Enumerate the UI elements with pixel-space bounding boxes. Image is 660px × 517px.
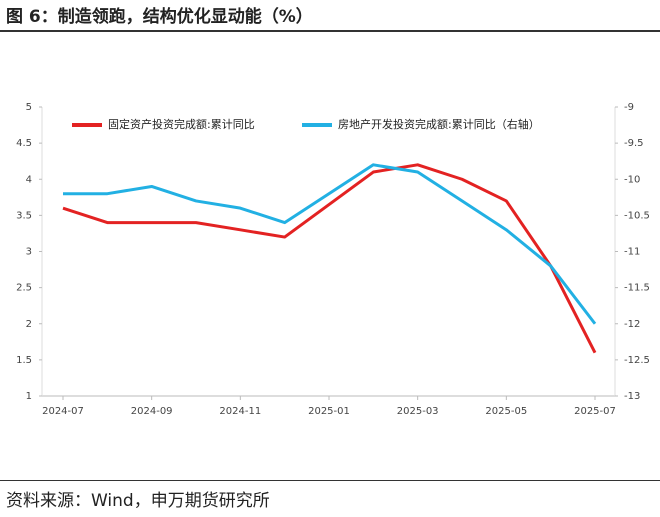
y2-tick-label: -11.5: [624, 283, 650, 294]
figure-title: 图 6：制造领跑，结构优化显动能（%）: [6, 7, 313, 27]
rule: [0, 480, 660, 481]
y-tick-label: 2: [26, 319, 32, 330]
x-tick-label: 2024-09: [131, 406, 173, 417]
x-tick-label: 2025-03: [397, 406, 439, 417]
y-tick-label: 4: [26, 174, 32, 185]
legend-label: 固定资产投资完成额:累计同比: [108, 117, 255, 131]
y-tick-label: 2.5: [16, 283, 32, 294]
series-line: [62, 163, 597, 354]
y-tick-label: 3.5: [16, 210, 32, 221]
rule: [0, 30, 660, 32]
series-line: [63, 163, 597, 325]
x-tick-label: 2024-07: [42, 406, 84, 417]
x-tick-label: 2024-11: [219, 406, 261, 417]
y-tick-label: 5: [26, 102, 32, 113]
x-tick-label: 2025-01: [308, 406, 350, 417]
y2-tick-label: -13: [624, 391, 640, 402]
y2-tick-label: -10: [624, 174, 640, 185]
y2-tick-label: -12: [624, 319, 640, 330]
y2-tick-label: -9: [624, 102, 634, 113]
x-tick-label: 2025-07: [574, 406, 616, 417]
y-tick-label: 1: [26, 391, 32, 402]
y2-tick-label: -10.5: [624, 210, 650, 221]
x-tick-label: 2025-05: [485, 406, 527, 417]
legend-label: 房地产开发投资完成额:累计同比（右轴）: [338, 117, 540, 131]
y2-tick-label: -9.5: [624, 138, 644, 149]
y2-tick-label: -12.5: [624, 355, 650, 366]
y-tick-label: 3: [26, 247, 32, 258]
y-tick-label: 1.5: [16, 355, 32, 366]
y2-tick-label: -11: [624, 247, 640, 258]
source-note: 资料来源：Wind，申万期货研究所: [6, 491, 270, 511]
y-tick-label: 4.5: [16, 138, 32, 149]
